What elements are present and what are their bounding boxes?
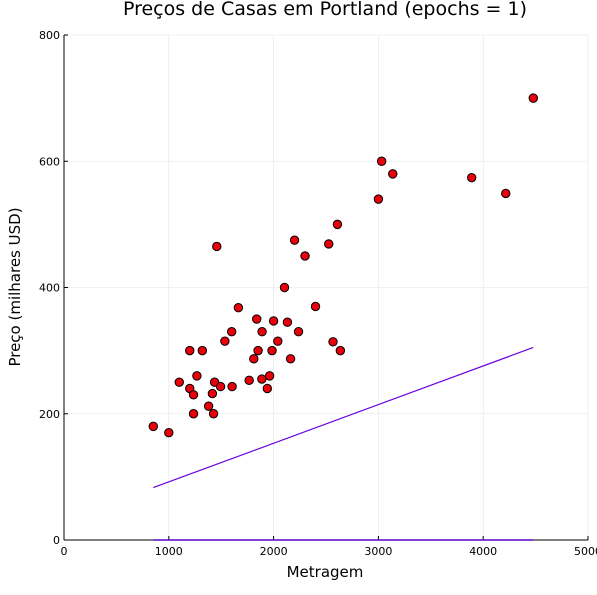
data-point [285, 354, 296, 364]
y-tick-label: 0 [53, 534, 60, 547]
data-point [244, 375, 254, 385]
data-point [192, 371, 202, 381]
data-point [203, 401, 214, 411]
data-point [268, 316, 279, 326]
data-point [249, 354, 259, 364]
x-tick-label: 3000 [364, 545, 392, 558]
data-point [373, 194, 384, 204]
grid-lines [63, 34, 589, 541]
data-point [188, 390, 199, 400]
y-tick-label: 400 [39, 282, 60, 295]
data-point [273, 336, 283, 346]
chart-title: Preços de Casas em Portland (epochs = 1) [123, 0, 527, 20]
data-point [197, 345, 208, 356]
data-point [185, 345, 195, 356]
data-point [310, 301, 321, 312]
data-point [233, 303, 244, 313]
data-point [262, 383, 273, 394]
regression-line [153, 346, 534, 489]
x-tick-label: 0 [61, 545, 68, 558]
data-point [279, 282, 290, 293]
x-tick-label: 4000 [469, 545, 497, 558]
data-point [388, 169, 398, 179]
data-point [264, 371, 275, 381]
data-point [148, 421, 158, 432]
x-tick-label: 2000 [260, 545, 288, 558]
data-point [332, 219, 343, 230]
data-point [257, 374, 267, 384]
data-point [253, 345, 263, 356]
data-point [188, 409, 199, 419]
data-point [267, 345, 277, 356]
y-tick-label: 600 [39, 155, 60, 168]
data-point [293, 326, 304, 337]
data-point [324, 239, 334, 249]
data-point [328, 337, 338, 347]
y-tick-label: 200 [39, 408, 60, 421]
data-point [208, 409, 219, 419]
data-point [252, 314, 262, 324]
data-point [215, 381, 226, 392]
data-point [376, 156, 387, 166]
data-point [528, 93, 538, 103]
fit-lines [153, 346, 534, 541]
y-axis-ticks: 0 200 400 600 800 [39, 29, 68, 547]
data-point [220, 336, 230, 346]
data-point [212, 241, 222, 252]
data-points [148, 93, 538, 438]
data-point [174, 377, 184, 387]
data-point [501, 188, 511, 199]
data-point [164, 427, 174, 438]
x-tick-label: 1000 [155, 545, 183, 558]
y-axis-label: Preço (milhares USD) [6, 207, 24, 366]
y-tick-label: 800 [39, 29, 60, 42]
data-point [300, 251, 310, 261]
data-point [257, 326, 267, 337]
data-point [335, 345, 346, 356]
data-point [207, 388, 218, 399]
data-point [227, 381, 237, 392]
data-point [282, 317, 293, 327]
data-point [289, 235, 300, 245]
data-point [226, 326, 237, 337]
data-point [466, 172, 477, 183]
x-axis-label: Metragem [287, 563, 364, 581]
